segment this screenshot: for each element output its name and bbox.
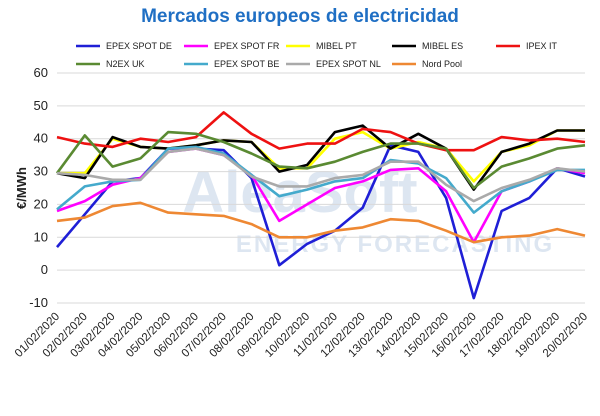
legend-label: EPEX SPOT NL [316,59,381,69]
y-tick-label: 0 [41,262,48,277]
y-tick-label: 30 [34,164,48,179]
legend-label: MIBEL ES [422,41,463,51]
chart-title: Mercados europeos de electricidad [141,6,459,27]
legend-label: EPEX SPOT BE [214,59,279,69]
y-tick-label: 20 [34,196,48,211]
y-tick-label: -10 [29,295,48,310]
series-line [56,111,586,152]
y-axis-label: €/MWh [14,167,29,209]
legend-label: EPEX SPOT FR [214,41,280,51]
y-tick-label: 50 [34,98,48,113]
legend-label: EPEX SPOT DE [106,41,172,51]
legend-label: Nord Pool [422,59,462,69]
legend-label: MIBEL PT [316,41,357,51]
y-tick-label: 10 [34,229,48,244]
watermark-tagline: ENERGY FORECASTING [236,231,554,258]
series-line [56,201,586,244]
series-line [56,124,585,191]
series-line [55,130,586,190]
y-tick-label: 40 [34,131,48,146]
legend-label: IPEX IT [526,41,558,51]
legend-label: N2EX UK [106,59,145,69]
series-line [56,147,586,203]
y-tick-label: 60 [34,65,48,80]
